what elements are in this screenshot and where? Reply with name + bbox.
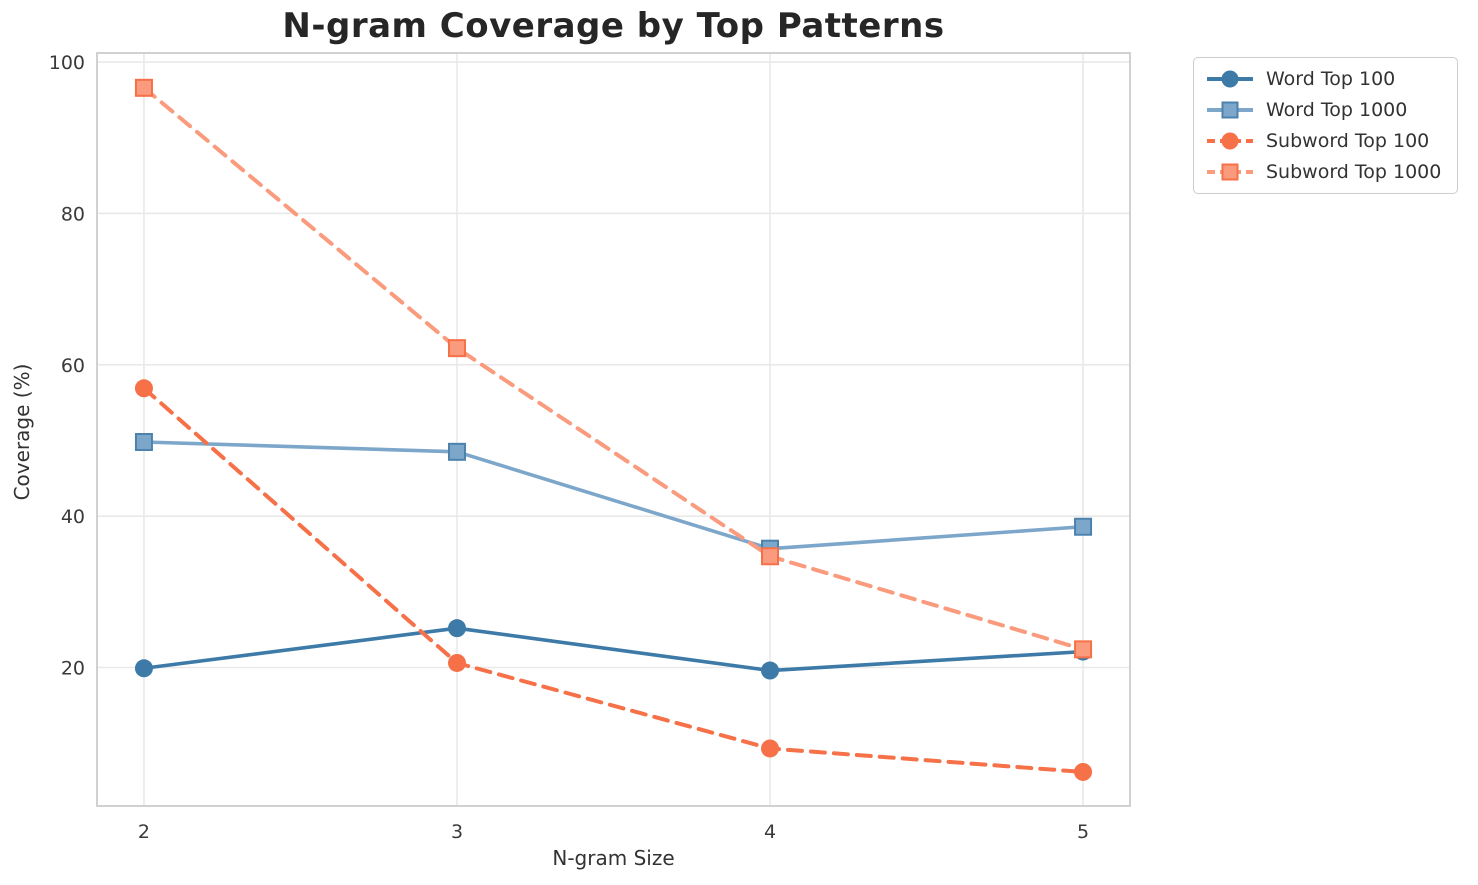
series-marker-subword-top-100 (134, 379, 153, 398)
legend-label-word-top-1000: Word Top 1000 (1266, 99, 1408, 121)
series-marker-word-top-100 (761, 661, 780, 680)
x-tick-label: 2 (138, 821, 150, 843)
legend-item-subword-top-1000: Subword Top 1000 (1206, 161, 1441, 183)
series-marker-subword-top-1000 (134, 78, 153, 97)
x-tick-label: 3 (451, 821, 463, 843)
legend-sample-word-top-100 (1207, 70, 1253, 88)
series-marker-subword-top-1000 (761, 547, 780, 566)
series-marker-subword-top-100 (447, 653, 466, 672)
series-marker-subword-top-100 (1074, 762, 1093, 781)
series-marker-word-top-100 (134, 659, 153, 678)
legend: Word Top 100 Word Top 1000 Subword Top 100… (1193, 57, 1459, 194)
series-marker-word-top-1000 (134, 432, 153, 451)
legend-item-subword-top-100: Subword Top 100 (1206, 130, 1441, 152)
y-tick-label: 100 (49, 52, 85, 74)
plot-background (97, 53, 1130, 806)
legend-item-word-top-100: Word Top 100 (1206, 68, 1441, 90)
chart-title: N-gram Coverage by Top Patterns (282, 6, 945, 46)
series-marker-word-top-100 (447, 619, 466, 638)
axes-spine (96, 52, 1131, 807)
series-marker-word-top-1000 (1074, 517, 1093, 536)
x-tick-label: 5 (1077, 821, 1089, 843)
series-line-word-top-100 (142, 626, 1085, 673)
legend-item-word-top-1000: Word Top 1000 (1206, 99, 1441, 121)
legend-label-subword-top-1000: Subword Top 1000 (1266, 161, 1442, 183)
series-marker-subword-top-1000 (447, 339, 466, 358)
legend-label-subword-top-100: Subword Top 100 (1266, 130, 1430, 152)
legend-label-word-top-100: Word Top 100 (1266, 68, 1396, 90)
legend-sample-subword-top-100 (1207, 132, 1253, 150)
x-tick-label: 4 (764, 821, 776, 843)
y-tick-label: 20 (61, 658, 85, 680)
y-tick-label: 80 (61, 203, 85, 225)
y-axis-label: Coverage (%) (10, 363, 34, 501)
legend-sample-subword-top-1000 (1207, 163, 1253, 181)
series-line-subword-top-100 (141, 386, 1086, 774)
y-tick-label: 40 (61, 506, 85, 528)
series-line-word-top-1000 (142, 440, 1085, 551)
y-tick-label: 60 (61, 355, 85, 377)
series-marker-subword-top-1000 (1074, 640, 1093, 659)
legend-sample-word-top-1000 (1207, 101, 1253, 119)
series-marker-subword-top-100 (761, 739, 780, 758)
x-axis-label: N-gram Size (552, 846, 675, 870)
series-line-subword-top-1000 (141, 85, 1086, 652)
series-marker-word-top-1000 (447, 442, 466, 461)
